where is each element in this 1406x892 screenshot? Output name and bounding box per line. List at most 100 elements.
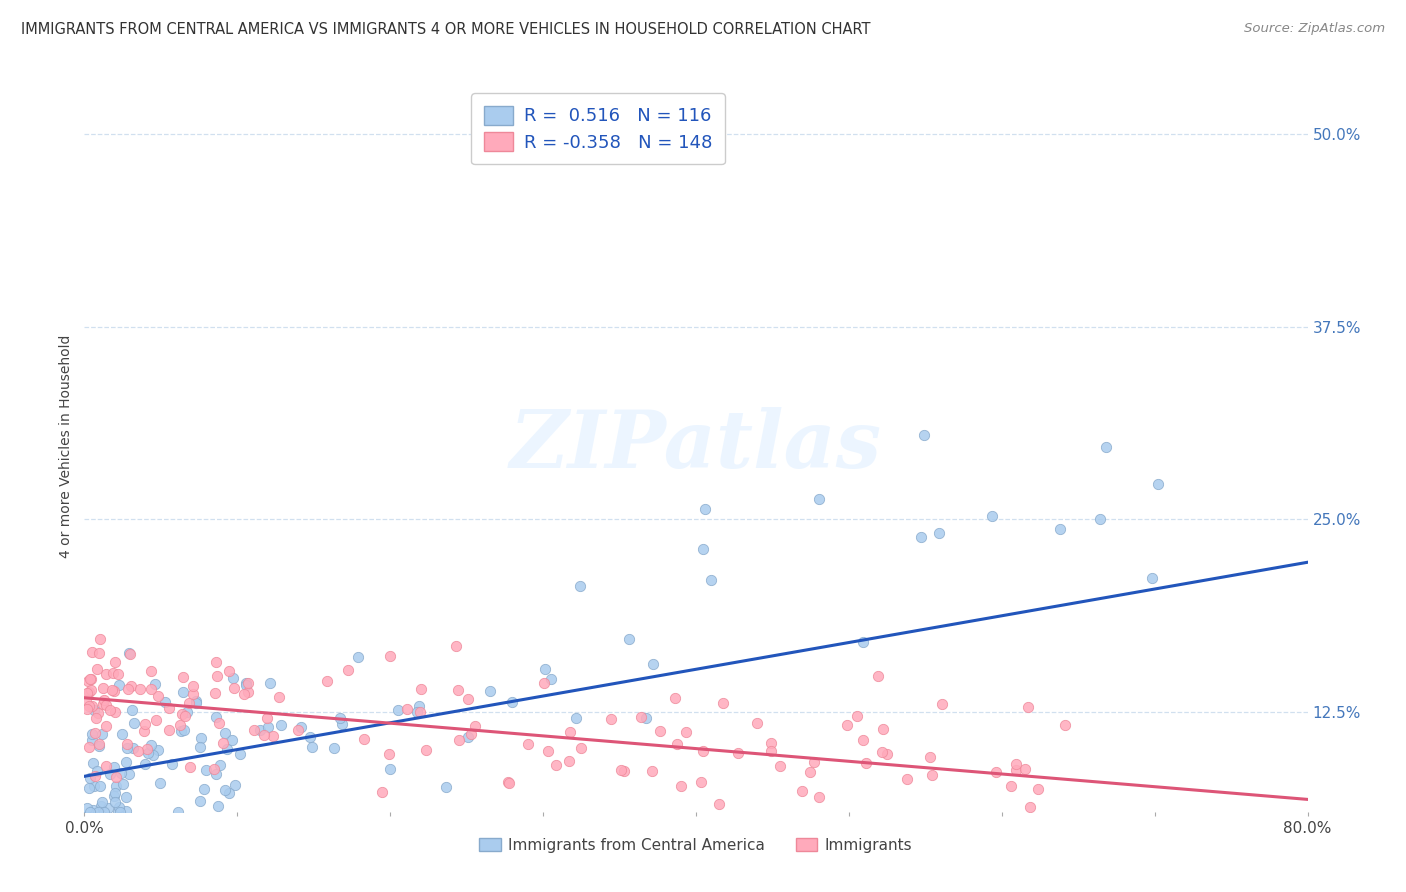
Point xyxy=(479,684,502,698)
Text: IMMIGRANTS FROM CENTRAL AMERICA VS IMMIGRANTS 4 OR MORE VEHICLES IN HOUSEHOLD CO: IMMIGRANTS FROM CENTRAL AMERICA VS IMMIG… xyxy=(21,22,870,37)
Point xyxy=(316,673,339,688)
Point xyxy=(115,741,138,756)
Point xyxy=(498,776,520,790)
Point xyxy=(205,669,228,683)
Text: ZIPatlas: ZIPatlas xyxy=(510,408,882,484)
Point xyxy=(256,711,278,725)
Point xyxy=(496,775,519,789)
Point xyxy=(287,723,309,737)
Point xyxy=(262,729,284,743)
Point xyxy=(117,681,139,696)
Point xyxy=(104,770,127,784)
Point xyxy=(176,705,198,719)
Point xyxy=(290,720,312,734)
Point xyxy=(534,662,557,676)
Point xyxy=(323,741,346,756)
Point xyxy=(221,732,243,747)
Point xyxy=(141,664,163,678)
Point xyxy=(224,681,246,695)
Point xyxy=(104,655,127,669)
Point xyxy=(218,786,240,800)
Point xyxy=(104,705,127,719)
Point xyxy=(803,755,825,769)
Point xyxy=(336,663,359,677)
Point xyxy=(346,650,368,665)
Point xyxy=(169,717,191,731)
Point xyxy=(617,632,640,647)
Point xyxy=(84,711,107,725)
Legend: Immigrants from Central America, Immigrants: Immigrants from Central America, Immigra… xyxy=(474,831,918,859)
Point xyxy=(91,681,114,696)
Point xyxy=(172,670,194,684)
Point xyxy=(912,428,935,442)
Point xyxy=(409,681,432,696)
Point xyxy=(153,695,176,709)
Point xyxy=(675,725,697,739)
Point xyxy=(93,805,115,819)
Point xyxy=(1147,477,1170,491)
Point xyxy=(243,723,266,737)
Point xyxy=(707,797,730,812)
Point xyxy=(75,693,97,707)
Point xyxy=(149,776,172,790)
Point xyxy=(186,693,208,707)
Point xyxy=(569,579,592,593)
Point xyxy=(111,727,134,741)
Point xyxy=(1019,800,1042,814)
Point xyxy=(87,805,110,819)
Point xyxy=(648,723,671,738)
Point xyxy=(610,764,633,778)
Point xyxy=(1054,718,1077,732)
Point xyxy=(181,687,204,701)
Point xyxy=(122,741,145,756)
Point xyxy=(179,760,201,774)
Point xyxy=(409,705,432,719)
Point xyxy=(121,703,143,717)
Point xyxy=(257,720,280,734)
Point xyxy=(96,667,118,681)
Point xyxy=(921,768,943,782)
Point xyxy=(139,681,162,696)
Point xyxy=(866,669,889,683)
Point xyxy=(852,733,875,747)
Point xyxy=(1094,441,1116,455)
Point xyxy=(600,712,623,726)
Point xyxy=(229,747,252,762)
Point xyxy=(172,707,194,722)
Point xyxy=(235,676,257,690)
Point xyxy=(205,767,228,781)
Point xyxy=(378,762,401,776)
Point xyxy=(204,655,226,669)
Point xyxy=(457,691,479,706)
Point xyxy=(127,744,149,758)
Point xyxy=(87,646,110,660)
Point xyxy=(82,756,104,771)
Point xyxy=(408,698,430,713)
Point xyxy=(236,685,259,699)
Point xyxy=(1090,512,1112,526)
Point xyxy=(181,679,204,693)
Point xyxy=(190,731,212,746)
Point xyxy=(1017,699,1039,714)
Point xyxy=(218,664,240,678)
Point xyxy=(82,803,104,817)
Point xyxy=(79,672,101,686)
Point xyxy=(457,730,479,744)
Point xyxy=(132,724,155,739)
Point xyxy=(190,740,212,755)
Point xyxy=(96,719,118,733)
Point xyxy=(370,785,392,799)
Point xyxy=(82,727,104,741)
Text: Source: ZipAtlas.com: Source: ZipAtlas.com xyxy=(1244,22,1385,36)
Point xyxy=(188,794,211,808)
Point xyxy=(83,780,105,794)
Point xyxy=(108,805,131,819)
Point xyxy=(157,701,180,715)
Point xyxy=(83,703,105,717)
Point xyxy=(807,491,830,506)
Point xyxy=(224,778,246,792)
Point xyxy=(235,678,257,692)
Point xyxy=(87,706,110,721)
Point xyxy=(107,678,129,692)
Point xyxy=(377,747,399,761)
